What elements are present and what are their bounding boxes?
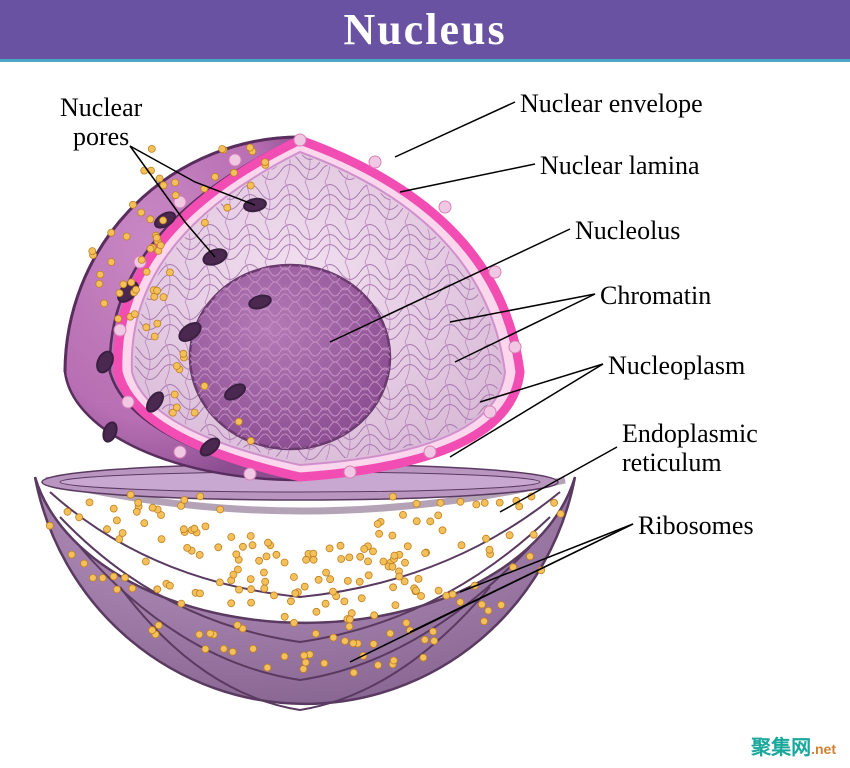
watermark: 聚集网.net xyxy=(751,731,836,760)
watermark-suffix: .net xyxy=(811,741,836,757)
label-nucleolus: Nucleolus xyxy=(575,217,680,246)
watermark-text: 聚集网 xyxy=(751,737,811,759)
label-nucleoplasm: Nucleoplasm xyxy=(608,352,745,381)
diagram-area: Nuclear pores Nuclear envelope Nuclear lam… xyxy=(0,62,850,768)
label-nuclear-pores: Nuclear pores xyxy=(60,94,142,151)
nucleolus-shape xyxy=(190,265,390,449)
label-ribosomes: Ribosomes xyxy=(638,512,754,541)
nucleus-diagram xyxy=(0,62,850,768)
page-title: Nucleus xyxy=(343,4,506,55)
label-nuclear-envelope: Nuclear envelope xyxy=(520,90,703,119)
label-chromatin: Chromatin xyxy=(600,282,711,311)
title-bar: Nucleus xyxy=(0,0,850,62)
label-nuclear-lamina: Nuclear lamina xyxy=(540,152,700,181)
label-endoplasmic-reticulum: Endoplasmic reticulum xyxy=(622,420,758,477)
